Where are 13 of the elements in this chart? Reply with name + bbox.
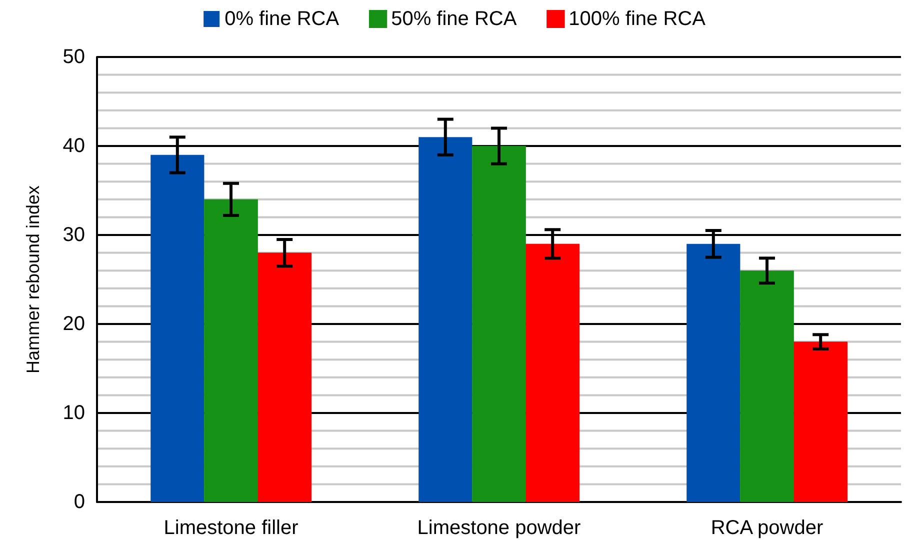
x-tick-label: Limestone powder <box>417 517 582 539</box>
x-tick-label: Limestone filler <box>164 517 299 539</box>
y-tick-label: 30 <box>62 224 85 246</box>
legend-label: 100% fine RCA <box>568 8 706 30</box>
y-axis-title: Hammer rebound index <box>23 185 43 374</box>
y-tick-label: 50 <box>62 46 85 68</box>
y-tick-label: 40 <box>62 135 85 157</box>
y-tick-label: 0 <box>74 491 85 513</box>
y-tick-label: 10 <box>62 402 85 424</box>
legend-label: 0% fine RCA <box>224 8 340 30</box>
legend-label: 50% fine RCA <box>391 8 518 30</box>
y-tick-label: 20 <box>62 313 85 335</box>
x-tick-label: RCA powder <box>710 517 824 539</box>
